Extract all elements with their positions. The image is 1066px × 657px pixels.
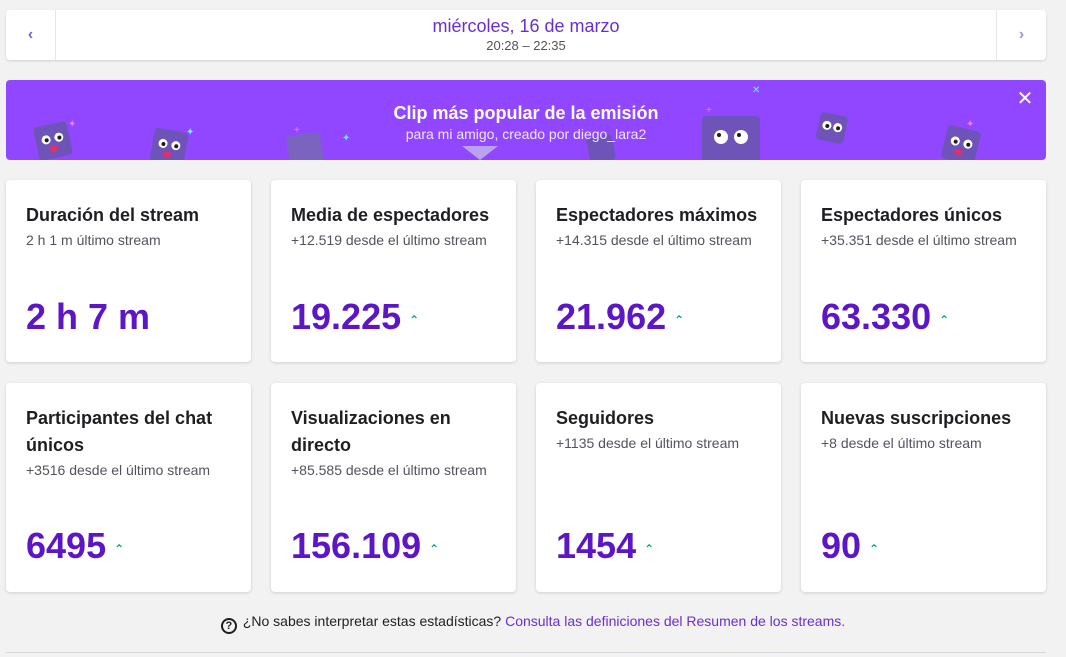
stat-title: Duración del stream	[26, 205, 200, 225]
chevron-left-icon: ‹	[27, 26, 34, 43]
trend-up-icon: ⌃	[869, 542, 880, 556]
trend-up-icon: ⌃	[939, 313, 950, 327]
stat-value: 1454	[556, 525, 637, 566]
sparkle-icon: ✦	[68, 119, 77, 130]
help-question: ¿No sabes interpretar estas estadísticas…	[242, 613, 502, 629]
top-clip-banner[interactable]: ✦ ✦ + ✦ + ✕ ✦ Clip más popular de la emi…	[6, 80, 1046, 160]
stat-value: 90	[821, 525, 862, 566]
stat-title: Nuevas suscripciones	[821, 408, 1012, 428]
close-banner-button[interactable]: ✕	[1014, 88, 1036, 110]
stat-value: 21.962	[556, 296, 667, 337]
trend-up-icon: ⌃	[114, 542, 125, 556]
stat-card-max-viewers: Espectadores máximos +14.315 desde el úl…	[536, 180, 781, 362]
stat-card-unique-chatters: Participantes del chat únicos +3516 desd…	[6, 383, 251, 592]
stat-value: 19.225	[291, 296, 402, 337]
trend-up-icon: ⌃	[409, 313, 420, 327]
stat-value-wrap: 156.109 ⌃	[291, 525, 439, 567]
stat-comparison: +3516 desde el último stream	[26, 462, 211, 478]
stat-title: Espectadores únicos	[821, 205, 1003, 225]
stat-card-live-views: Visualizaciones en directo +85.585 desde…	[271, 383, 516, 592]
sparkle-icon: +	[294, 125, 300, 136]
stat-title: Seguidores	[556, 408, 655, 428]
stat-value-wrap: 1454 ⌃	[556, 525, 654, 567]
stat-value: 2 h 7 m	[26, 296, 151, 337]
stat-value-wrap: 21.962 ⌃	[556, 296, 684, 338]
stat-value: 6495	[26, 525, 107, 566]
stat-title: Media de espectadores	[291, 205, 490, 225]
stat-comparison: +35.351 desde el último stream	[821, 232, 1017, 248]
stream-time-range: 20:28 – 22:35	[486, 38, 566, 53]
stat-value-wrap: 2 h 7 m	[26, 296, 150, 338]
stat-value-wrap: 63.330 ⌃	[821, 296, 949, 338]
next-stream-button[interactable]: ›	[996, 10, 1046, 60]
stat-card-followers: Seguidores +1135 desde el último stream …	[536, 383, 781, 592]
clip-banner-title: Clip más popular de la emisión	[393, 103, 659, 123]
sparkle-icon: ✦	[966, 119, 975, 130]
close-icon: ✕	[1016, 88, 1034, 110]
date-display: miércoles, 16 de marzo 20:28 – 22:35	[56, 10, 996, 60]
banner-pointer	[462, 146, 498, 160]
chevron-right-icon: ›	[1018, 26, 1025, 43]
stat-value: 156.109	[291, 525, 422, 566]
stat-comparison: +85.585 desde el último stream	[291, 462, 487, 478]
stream-summary-definitions-link[interactable]: Consulta las definiciones del Resumen de…	[505, 613, 846, 629]
trend-up-icon: ⌃	[429, 542, 440, 556]
sparkle-icon: +	[706, 105, 712, 116]
stat-value-wrap: 19.225 ⌃	[291, 296, 419, 338]
trend-up-icon: ⌃	[674, 313, 685, 327]
stat-value: 63.330	[821, 296, 932, 337]
glitch-mascot-icon	[702, 116, 760, 160]
stat-card-stream-duration: Duración del stream 2 h 1 m último strea…	[6, 180, 251, 362]
stat-comparison: +8 desde el último stream	[821, 435, 982, 451]
sparkle-icon: ✦	[186, 127, 195, 138]
stat-comparison: 2 h 1 m último stream	[26, 232, 161, 248]
stream-date: miércoles, 16 de marzo	[432, 16, 620, 36]
clip-banner-text: Clip más popular de la emisión para mi a…	[6, 102, 1046, 144]
divider	[6, 652, 1046, 653]
previous-stream-button[interactable]: ‹	[6, 10, 56, 60]
sparkle-icon: ✦	[342, 133, 351, 144]
question-circle-icon: ?	[220, 618, 237, 634]
stat-card-average-viewers: Media de espectadores +12.519 desde el ú…	[271, 180, 516, 362]
stat-card-unique-viewers: Espectadores únicos +35.351 desde el últ…	[801, 180, 1046, 362]
stat-comparison: +1135 desde el último stream	[556, 435, 740, 451]
clip-banner-subtitle: para mi amigo, creado por diego_lara2	[405, 126, 647, 142]
stat-title: Participantes del chat únicos	[26, 408, 213, 455]
trend-up-icon: ⌃	[644, 542, 655, 556]
stat-comparison: +12.519 desde el último stream	[291, 232, 487, 248]
stat-comparison: +14.315 desde el último stream	[556, 232, 752, 248]
stat-card-new-subscriptions: Nuevas suscripciones +8 desde el último …	[801, 383, 1046, 592]
sparkle-icon: ✕	[752, 85, 761, 96]
stat-title: Espectadores máximos	[556, 205, 758, 225]
stat-title: Visualizaciones en directo	[291, 408, 451, 455]
date-navigator: ‹ miércoles, 16 de marzo 20:28 – 22:35 ›	[6, 10, 1046, 60]
stats-help: ? ¿No sabes interpretar estas estadística…	[0, 613, 1066, 634]
stat-value-wrap: 6495 ⌃	[26, 525, 124, 567]
stat-value-wrap: 90 ⌃	[821, 525, 879, 567]
